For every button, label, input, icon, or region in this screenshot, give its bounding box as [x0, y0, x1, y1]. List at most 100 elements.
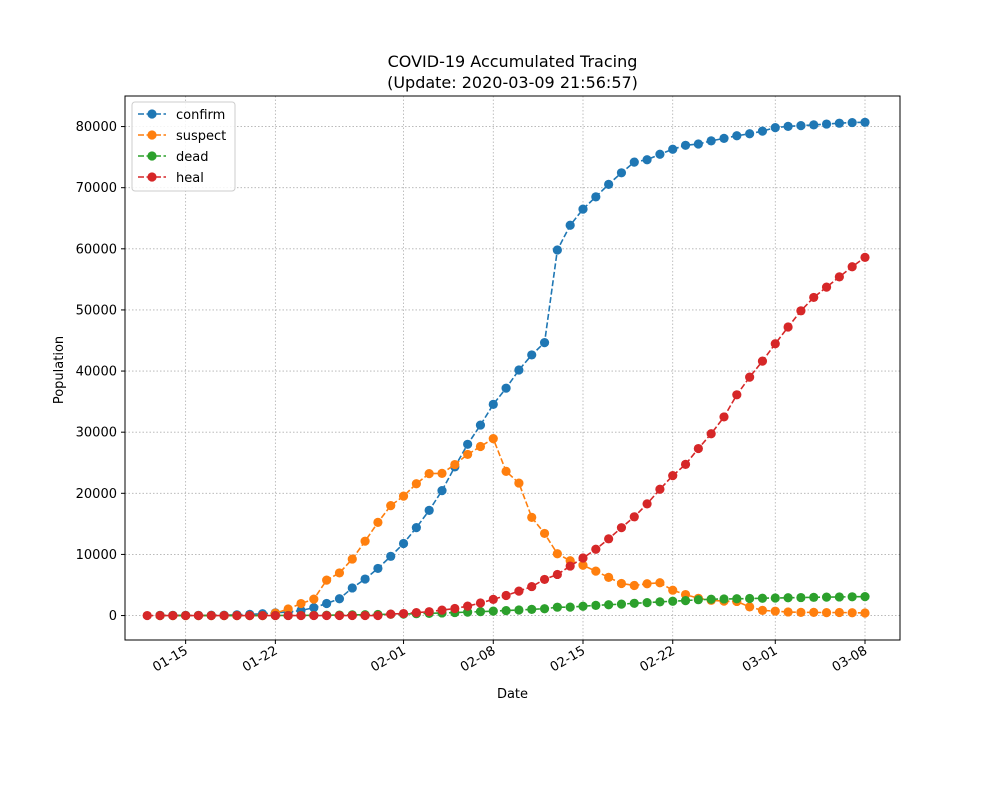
y-tick-label: 0: [109, 609, 117, 624]
data-point-suspect: [411, 479, 421, 489]
data-point-dead: [552, 602, 562, 612]
data-point-suspect: [668, 585, 678, 595]
data-point-heal: [283, 610, 293, 621]
data-point-confirm: [693, 139, 703, 149]
data-point-heal: [168, 610, 178, 621]
data-point-suspect: [757, 605, 768, 615]
data-point-dead: [591, 600, 601, 610]
data-point-dead: [475, 607, 486, 617]
data-point-confirm: [591, 192, 601, 202]
data-point-dead: [745, 593, 755, 604]
data-point-dead: [732, 594, 742, 604]
data-point-confirm: [527, 350, 537, 360]
data-point-heal: [796, 306, 806, 316]
data-point-suspect: [398, 491, 409, 501]
data-point-heal: [860, 252, 870, 262]
data-point-confirm: [334, 594, 345, 604]
data-point-heal: [539, 574, 550, 585]
data-point-heal: [706, 429, 716, 439]
data-point-suspect: [501, 466, 511, 476]
data-point-heal: [565, 561, 575, 571]
data-point-heal: [693, 443, 703, 454]
data-point-dead: [655, 597, 665, 607]
data-point-heal: [257, 610, 268, 621]
data-point-confirm: [475, 420, 486, 430]
series-heal: [142, 252, 870, 621]
data-point-dead: [860, 592, 870, 602]
series-line-suspect: [160, 437, 866, 617]
data-point-heal: [360, 610, 370, 621]
data-point-heal: [245, 610, 255, 621]
data-point-heal: [193, 610, 204, 621]
series-suspect: [155, 434, 870, 621]
chart-subtitle: (Update: 2020-03-09 21:56:57): [387, 73, 638, 92]
data-point-dead: [488, 606, 498, 616]
data-point-dead: [757, 593, 768, 603]
data-point-dead: [719, 594, 729, 604]
x-axis-label: Date: [497, 687, 528, 702]
data-point-heal: [591, 544, 601, 554]
data-point-heal: [270, 610, 280, 621]
y-tick-label: 80000: [76, 120, 117, 135]
data-point-confirm: [386, 551, 396, 561]
data-point-confirm: [501, 383, 511, 393]
data-point-heal: [232, 610, 242, 621]
data-point-confirm: [732, 131, 742, 141]
data-point-heal: [834, 272, 844, 282]
data-point-dead: [539, 604, 550, 614]
data-point-suspect: [847, 608, 857, 618]
y-tick-label: 10000: [76, 548, 117, 563]
data-point-confirm: [783, 121, 793, 131]
legend: confirm suspect dead heal: [131, 101, 236, 192]
data-point-confirm: [616, 168, 627, 178]
data-point-confirm: [578, 204, 588, 214]
data-point-heal: [424, 607, 434, 617]
data-point-dead: [783, 593, 793, 603]
data-point-suspect: [578, 560, 588, 570]
data-point-confirm: [552, 245, 562, 255]
y-axis: 0 10000 20000 30000 40000 50000 60000 70000 8000…: [76, 120, 125, 624]
data-point-dead: [809, 592, 819, 602]
data-point-heal: [770, 339, 780, 349]
data-point-confirm: [309, 603, 319, 613]
legend-item-confirm: confirm: [138, 108, 225, 123]
data-point-heal: [783, 322, 793, 332]
data-point-suspect: [796, 607, 806, 617]
data-point-confirm: [488, 399, 498, 409]
data-point-suspect: [514, 478, 524, 488]
data-point-confirm: [437, 486, 447, 496]
data-point-confirm: [834, 118, 844, 128]
data-point-dead: [821, 592, 832, 602]
data-point-heal: [809, 292, 819, 303]
y-tick-label: 60000: [76, 242, 117, 257]
data-point-confirm: [796, 121, 806, 131]
data-point-confirm: [642, 155, 652, 165]
data-point-suspect: [386, 501, 396, 511]
data-point-dead: [565, 602, 575, 612]
data-point-heal: [552, 569, 562, 580]
data-point-heal: [142, 610, 152, 621]
data-point-confirm: [322, 598, 332, 609]
data-point-confirm: [668, 144, 678, 154]
data-point-heal: [514, 586, 524, 596]
data-point-dead: [668, 596, 678, 606]
legend-item-dead: dead: [138, 150, 208, 165]
data-point-heal: [655, 484, 665, 494]
data-point-suspect: [745, 602, 755, 612]
data-point-heal: [334, 610, 345, 621]
data-point-suspect: [604, 572, 614, 583]
legend-item-heal: heal: [138, 171, 204, 186]
data-point-suspect: [309, 594, 319, 604]
data-point-confirm: [745, 129, 755, 139]
y-tick-label: 40000: [76, 365, 117, 380]
data-point-dead: [629, 598, 639, 608]
data-point-heal: [398, 608, 409, 619]
data-point-heal: [668, 471, 678, 481]
data-point-suspect: [475, 441, 486, 452]
data-point-heal: [373, 610, 383, 621]
data-point-dead: [616, 599, 627, 609]
data-point-confirm: [373, 563, 383, 574]
data-point-heal: [309, 610, 319, 621]
